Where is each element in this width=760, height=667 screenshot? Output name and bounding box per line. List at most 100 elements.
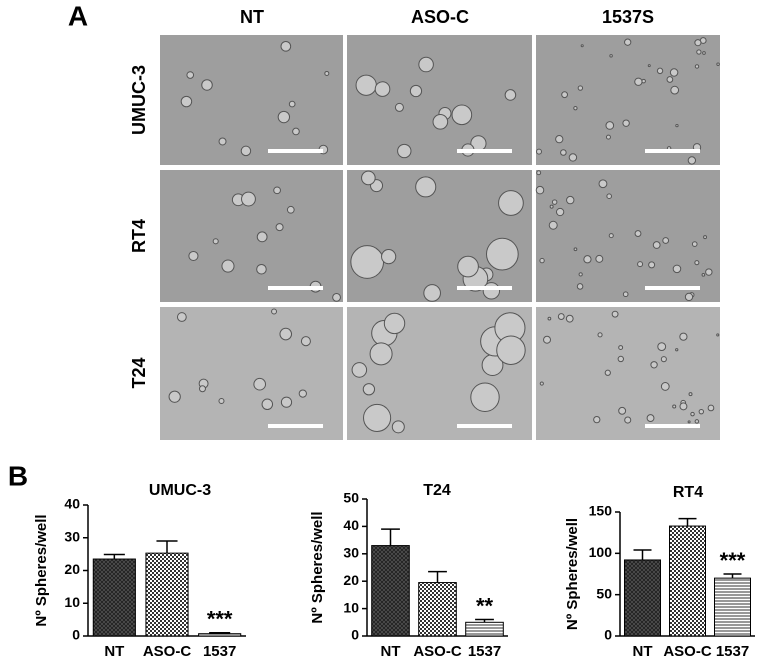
bar bbox=[198, 633, 242, 637]
cell-sphere bbox=[707, 404, 715, 412]
y-tick-label: 0 bbox=[351, 627, 359, 643]
cell-sphere bbox=[687, 420, 691, 424]
cell-sphere bbox=[560, 149, 567, 156]
cell-sphere bbox=[432, 113, 449, 130]
cell-sphere bbox=[374, 81, 391, 97]
cell-sphere bbox=[381, 249, 397, 265]
micrograph bbox=[160, 170, 343, 302]
cell-sphere bbox=[536, 170, 542, 176]
cell-sphere bbox=[672, 404, 677, 409]
chart-title: UMUC-3 bbox=[149, 482, 211, 499]
cell-sphere bbox=[598, 179, 608, 189]
cell-sphere bbox=[705, 268, 713, 276]
cell-sphere bbox=[498, 190, 524, 216]
cell-sphere bbox=[361, 170, 376, 186]
cell-sphere bbox=[716, 333, 720, 337]
y-tick-label: 30 bbox=[343, 545, 359, 561]
cell-sphere bbox=[418, 56, 434, 73]
cell-sphere bbox=[324, 70, 330, 76]
cell-sphere bbox=[565, 314, 574, 323]
cell-sphere bbox=[547, 316, 552, 321]
cell-sphere bbox=[696, 49, 702, 55]
x-tick-label: 1537 bbox=[203, 643, 236, 660]
cell-sphere bbox=[694, 39, 702, 47]
x-tick-label: 1537 bbox=[468, 643, 501, 660]
cell-sphere bbox=[577, 85, 584, 91]
cell-sphere bbox=[280, 396, 293, 408]
cell-sphere bbox=[496, 335, 526, 365]
cell-sphere bbox=[221, 259, 235, 273]
cell-sphere bbox=[688, 392, 693, 397]
bar bbox=[669, 525, 706, 637]
cell-sphere bbox=[669, 68, 679, 77]
y-tick-label: 100 bbox=[589, 544, 613, 560]
cell-sphere bbox=[369, 342, 393, 366]
cell-sphere bbox=[539, 257, 545, 264]
cell-sphere bbox=[694, 260, 700, 266]
y-tick-label: 10 bbox=[343, 599, 359, 615]
micrograph bbox=[347, 35, 532, 165]
column-header: 1537S bbox=[602, 7, 654, 27]
cell-sphere bbox=[277, 110, 291, 124]
cell-sphere bbox=[256, 263, 267, 275]
cell-sphere bbox=[186, 71, 195, 79]
cell-sphere bbox=[286, 205, 295, 214]
cell-sphere bbox=[608, 233, 614, 239]
cell-sphere bbox=[583, 255, 592, 264]
cell-sphere bbox=[470, 382, 500, 412]
cell-sphere bbox=[716, 62, 720, 67]
cell-sphere bbox=[573, 247, 578, 252]
cell-sphere bbox=[609, 54, 613, 58]
cell-sphere bbox=[561, 91, 569, 99]
cell-sphere bbox=[675, 348, 679, 352]
cell-sphere bbox=[675, 123, 679, 128]
cell-sphere bbox=[298, 389, 307, 398]
cell-sphere bbox=[637, 261, 644, 268]
row-label: UMUC-3 bbox=[129, 65, 149, 135]
cell-sphere bbox=[624, 416, 632, 424]
cell-sphere bbox=[684, 292, 694, 302]
x-tick-label: NT bbox=[104, 643, 124, 660]
cell-sphere bbox=[691, 241, 698, 247]
bar bbox=[371, 545, 410, 637]
cell-sphere bbox=[662, 237, 670, 244]
cell-sphere bbox=[300, 336, 311, 347]
cell-sphere bbox=[611, 310, 619, 318]
cell-sphere bbox=[679, 332, 688, 341]
error-bar bbox=[381, 528, 400, 546]
cell-sphere bbox=[660, 356, 667, 363]
cell-sphere bbox=[618, 406, 627, 415]
y-tick-label: 30 bbox=[64, 528, 80, 544]
y-tick-label: 40 bbox=[343, 517, 359, 533]
cell-sphere bbox=[650, 361, 658, 369]
cell-sphere bbox=[201, 79, 213, 91]
cell-sphere bbox=[698, 408, 705, 415]
cell-sphere bbox=[605, 134, 611, 140]
panel-label: A bbox=[68, 0, 88, 31]
row-label: T24 bbox=[129, 357, 149, 388]
cell-sphere bbox=[672, 264, 682, 274]
micrograph bbox=[160, 307, 343, 440]
panel-label: B bbox=[8, 460, 28, 491]
cell-sphere bbox=[451, 104, 473, 126]
cell-sphere bbox=[486, 237, 519, 271]
error-bar bbox=[723, 573, 742, 579]
y-tick-label: 0 bbox=[604, 627, 612, 643]
cell-sphere bbox=[606, 193, 612, 199]
x-tick-label: NT bbox=[633, 643, 653, 660]
y-axis-label: Nº Spheres/well bbox=[564, 518, 581, 630]
y-tick-label: 20 bbox=[64, 561, 80, 577]
cell-sphere bbox=[241, 191, 256, 207]
y-tick-label: 10 bbox=[64, 594, 80, 610]
cell-sphere bbox=[656, 67, 664, 75]
cell-sphere bbox=[397, 143, 412, 159]
cell-sphere bbox=[535, 185, 545, 195]
error-bar bbox=[678, 517, 697, 527]
bar bbox=[465, 621, 504, 637]
cell-sphere bbox=[415, 176, 437, 198]
bar bbox=[92, 558, 136, 637]
cell-sphere bbox=[256, 231, 268, 243]
cell-sphere bbox=[551, 199, 558, 205]
error-bar bbox=[156, 540, 178, 554]
